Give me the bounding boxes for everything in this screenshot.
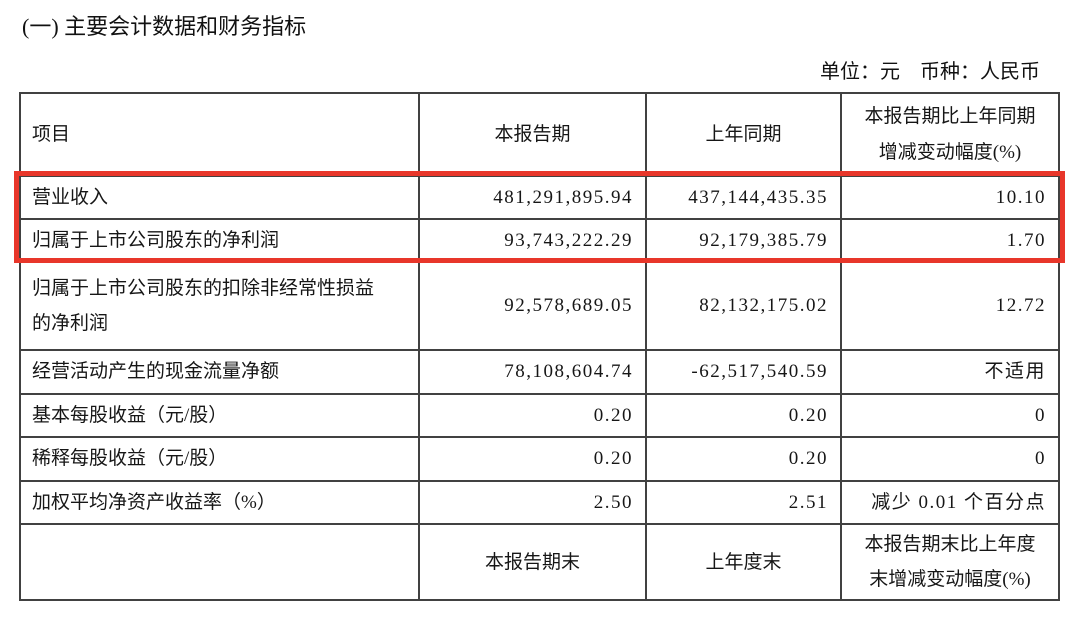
table-row-basic-eps: 基本每股收益（元/股） 0.20 0.20 0: [19, 393, 1060, 438]
change-value: 1.70: [840, 218, 1060, 263]
current-period-value: 2.50: [418, 480, 647, 525]
section-title: (一) 主要会计数据和财务指标: [22, 14, 307, 39]
report-page: (一) 主要会计数据和财务指标 单位：元 币种：人民币 项目 本报告期 上年同期…: [0, 14, 1080, 622]
column-header-change: 本报告期比上年同期 增减变动幅度(%): [840, 92, 1060, 177]
change-value: 10.10: [840, 175, 1060, 220]
table-row-revenue: 营业收入 481,291,895.94 437,144,435.35 10.10: [19, 175, 1060, 220]
prior-period-value: -62,517,540.59: [645, 349, 842, 395]
table-row-deducted-net-profit: 归属于上市公司股东的扣除非经常性损益 的净利润 92,578,689.05 82…: [19, 261, 1060, 351]
table-row-weighted-avg-roe: 加权平均净资产收益率（%） 2.50 2.51 减少 0.01 个百分点: [19, 480, 1060, 525]
change-value: 0: [840, 393, 1060, 438]
table-header-row: 项目 本报告期 上年同期 本报告期比上年同期 增减变动幅度(%): [19, 92, 1060, 177]
change-value: 12.72: [840, 261, 1060, 351]
column-header-prior-period: 上年同期: [645, 92, 842, 177]
prior-period-value: 437,144,435.35: [645, 175, 842, 220]
prior-period-value: 82,132,175.02: [645, 261, 842, 351]
row-label: 加权平均净资产收益率（%）: [19, 480, 420, 525]
subheader-prior-year-end: 上年度末: [645, 522, 842, 602]
financial-indicators-table: 项目 本报告期 上年同期 本报告期比上年同期 增减变动幅度(%) 营业收入 48…: [19, 92, 1060, 602]
current-period-value: 93,743,222.29: [418, 218, 647, 263]
subheader-current-period-end: 本报告期末: [418, 522, 647, 602]
table-row-operating-cash-flow: 经营活动产生的现金流量净额 78,108,604.74 -62,517,540.…: [19, 349, 1060, 395]
column-header-item: 项目: [19, 92, 420, 177]
row-label: 归属于上市公司股东的净利润: [19, 218, 420, 263]
change-value: 减少 0.01 个百分点: [840, 480, 1060, 525]
financial-table-wrapper: 项目 本报告期 上年同期 本报告期比上年同期 增减变动幅度(%) 营业收入 48…: [14, 92, 1065, 602]
table-subheader-row-period-end: 本报告期末 上年度末 本报告期末比上年度 末增减变动幅度(%): [19, 522, 1060, 602]
row-label: 归属于上市公司股东的扣除非经常性损益 的净利润: [19, 261, 420, 351]
row-label: 经营活动产生的现金流量净额: [19, 349, 420, 395]
table-row-diluted-eps: 稀释每股收益（元/股） 0.20 0.20 0: [19, 436, 1060, 482]
prior-period-value: 2.51: [645, 480, 842, 525]
change-value: 不适用: [840, 349, 1060, 395]
current-period-value: 92,578,689.05: [418, 261, 647, 351]
unit-currency-note: 单位：元 币种：人民币: [820, 61, 1040, 83]
current-period-value: 0.20: [418, 436, 647, 482]
current-period-value: 78,108,604.74: [418, 349, 647, 395]
change-value: 0: [840, 436, 1060, 482]
subheader-period-end-change: 本报告期末比上年度 末增减变动幅度(%): [840, 522, 1060, 602]
column-header-current-period: 本报告期: [418, 92, 647, 177]
row-label: 稀释每股收益（元/股）: [19, 436, 420, 482]
row-label: 基本每股收益（元/股）: [19, 393, 420, 438]
table-row-net-profit: 归属于上市公司股东的净利润 93,743,222.29 92,179,385.7…: [19, 218, 1060, 263]
current-period-value: 0.20: [418, 393, 647, 438]
row-label: 营业收入: [19, 175, 420, 220]
prior-period-value: 0.20: [645, 436, 842, 482]
prior-period-value: 92,179,385.79: [645, 218, 842, 263]
empty-cell: [19, 522, 420, 602]
prior-period-value: 0.20: [645, 393, 842, 438]
current-period-value: 481,291,895.94: [418, 175, 647, 220]
